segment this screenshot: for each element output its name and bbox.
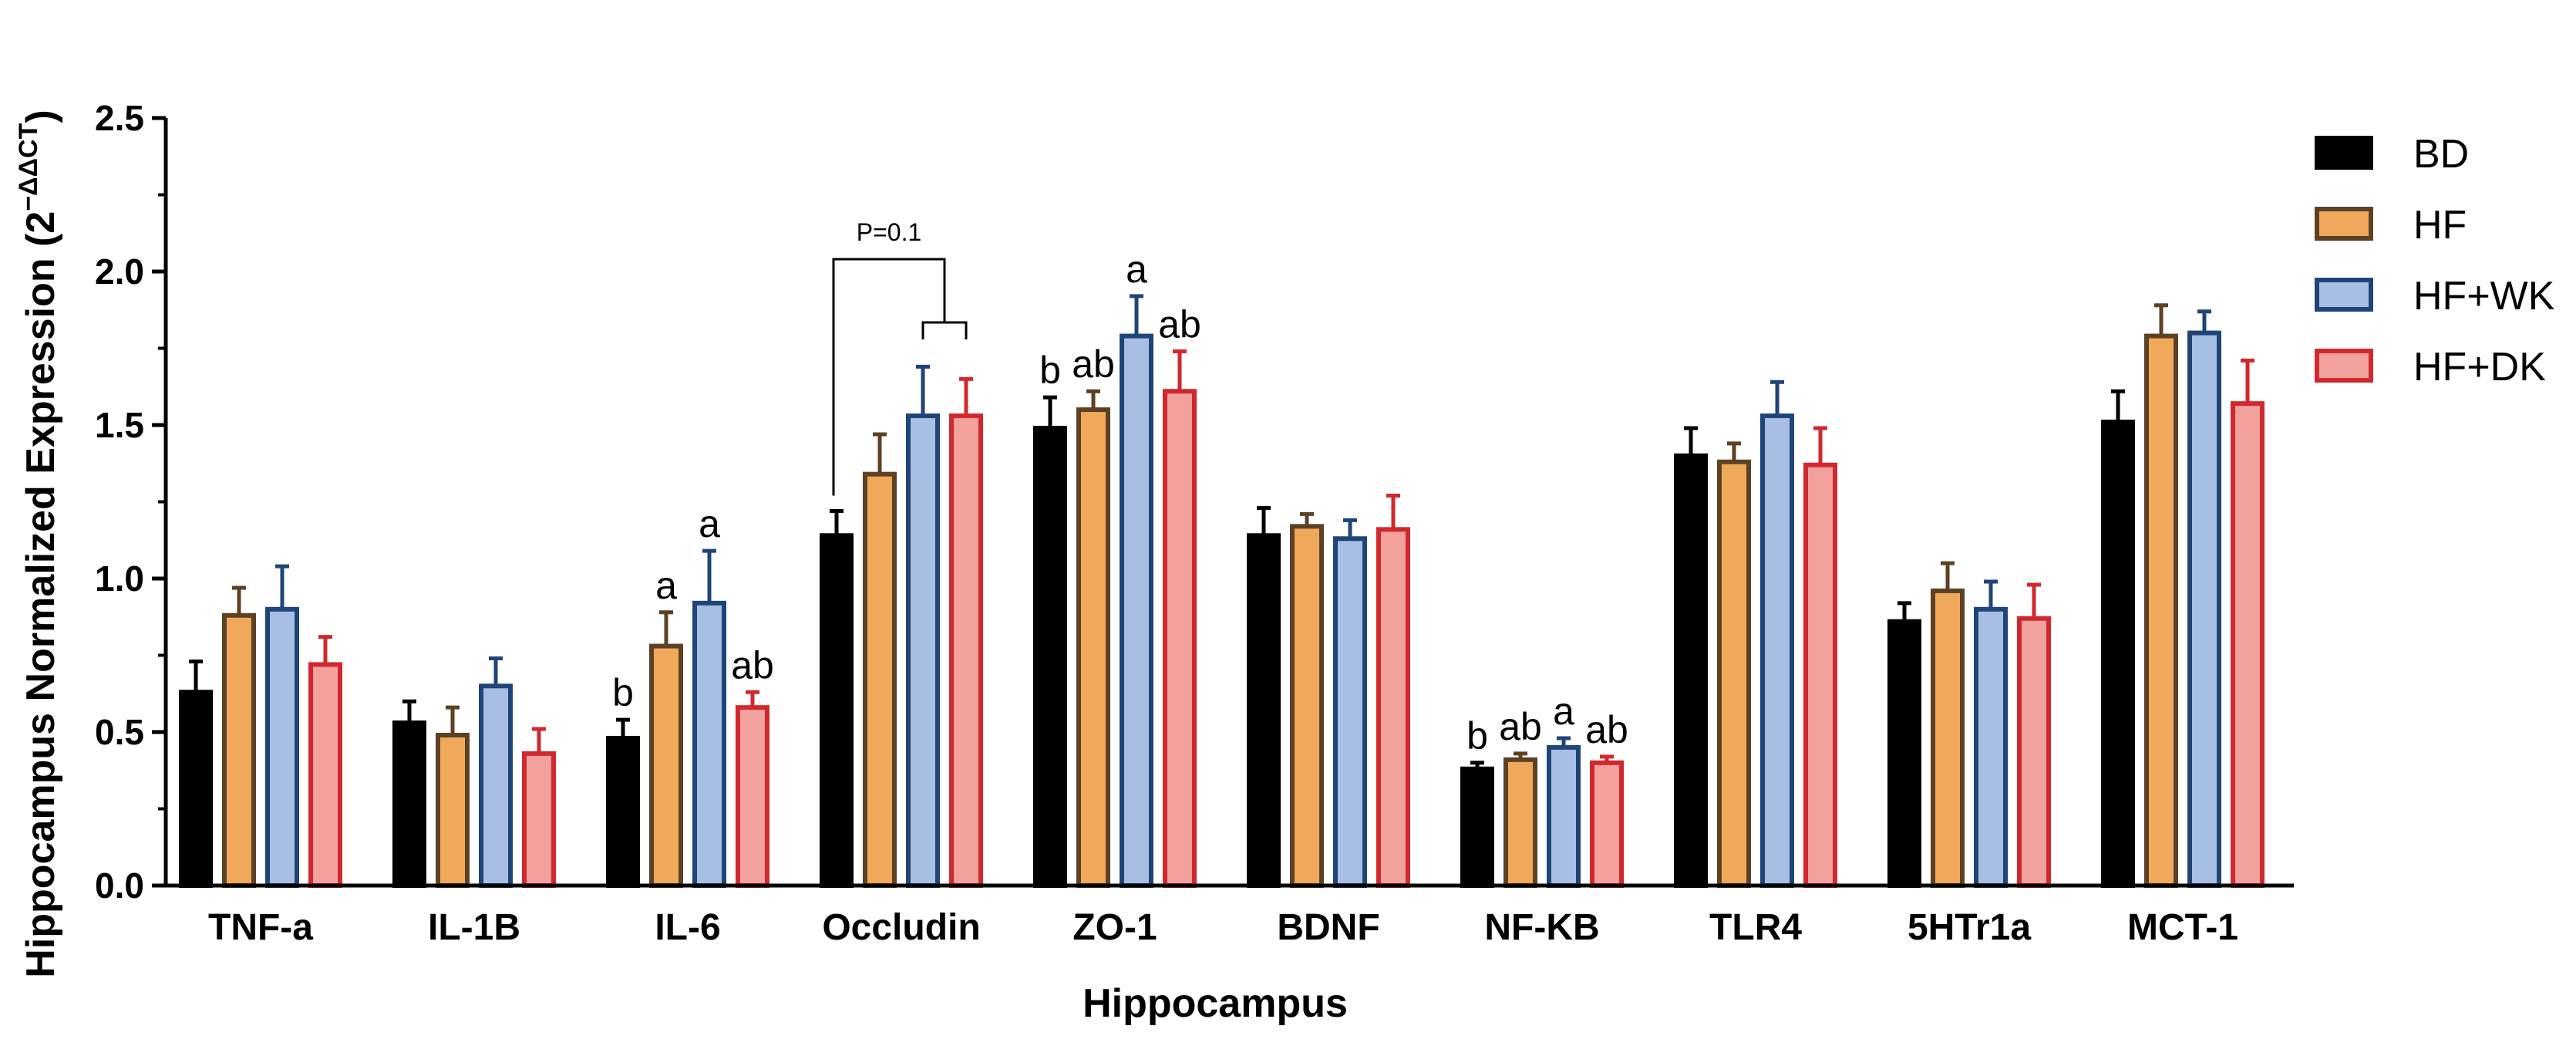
significance-label: a — [655, 564, 677, 607]
bar-hf-wk-5htr1a — [1974, 606, 2008, 888]
bar-hf-dk-nf-kb — [1590, 760, 1624, 888]
significance-label: b — [1466, 714, 1488, 758]
x-category-label: TNF-a — [208, 907, 313, 948]
significance-label: ab — [731, 643, 774, 687]
bar-hf-dk-il-6 — [736, 705, 769, 888]
x-category-label: TLR4 — [1709, 907, 1802, 948]
significance-label: a — [1126, 248, 1147, 291]
legend-swatch — [2315, 349, 2373, 383]
y-tick-label: 2.5 — [95, 98, 144, 138]
bar-hf-wk-tnf-a — [265, 606, 299, 888]
bar-bd-5htr1a — [1887, 619, 1921, 888]
significance-label: ab — [1072, 342, 1115, 386]
legend-item: BD — [2315, 132, 2469, 177]
significance-label: ab — [1158, 302, 1201, 346]
bar-hf-tnf-a — [222, 612, 256, 888]
bar-hf-wk-tlr4 — [1760, 413, 1794, 888]
bar-hf-nf-kb — [1504, 757, 1537, 888]
y-axis-unit: (2 — [19, 211, 63, 247]
bar-bd-nf-kb — [1460, 766, 1494, 889]
legend-item: HF+DK — [2315, 345, 2546, 390]
bar-hf-zo-1 — [1076, 407, 1110, 888]
bar-hf-wk-zo-1 — [1120, 333, 1153, 888]
bar-hf-dk-bdnf — [1376, 527, 1410, 888]
y-tick-label: 1.0 — [95, 558, 144, 599]
legend-label: HF+DK — [2413, 345, 2546, 390]
bar-hf-wk-nf-kb — [1547, 744, 1581, 889]
bar-hf-dk-tnf-a — [308, 662, 342, 888]
bar-hf-dk-occludin — [949, 413, 983, 888]
bar-hf-il-1b — [436, 732, 470, 888]
bar-hf-wk-occludin — [906, 413, 940, 888]
y-axis-title: Hippocampus Normalized Expression (2−ΔΔC… — [14, 110, 63, 977]
legend-swatch — [2315, 207, 2373, 241]
x-category-label: BDNF — [1277, 907, 1379, 948]
x-category-label: NF-KB — [1484, 907, 1599, 948]
bar-bd-il-1b — [392, 720, 426, 888]
bar-bd-zo-1 — [1033, 425, 1067, 888]
bar-hf-dk-il-1b — [522, 751, 556, 888]
svg-text:Hippocampus Normalized Express: Hippocampus Normalized Expression (2−ΔΔC… — [14, 110, 63, 977]
bar-hf-wk-mct-1 — [2187, 330, 2221, 889]
bar-hf-il-6 — [649, 643, 683, 888]
x-category-label: IL-1B — [428, 907, 520, 948]
y-axis-unit-close: ) — [19, 110, 63, 123]
bar-bd-occludin — [820, 533, 854, 889]
legend-label: HF+WK — [2413, 274, 2555, 319]
y-tick-label: 0.5 — [95, 712, 144, 752]
bar-hf-dk-5htr1a — [2017, 616, 2051, 888]
bar-bd-il-6 — [606, 735, 640, 889]
bar-hf-occludin — [863, 471, 897, 888]
x-category-label: MCT-1 — [2127, 907, 2238, 948]
y-axis-title-text: Hippocampus Normalized Expression — [19, 258, 63, 977]
significance-label: a — [1553, 690, 1574, 733]
bar-hf-dk-zo-1 — [1163, 389, 1197, 889]
bar-hf-mct-1 — [2144, 333, 2178, 888]
significance-label: b — [612, 671, 634, 714]
x-axis-title: Hippocampus — [1083, 981, 1348, 1026]
bar-hf-wk-il-1b — [479, 683, 513, 888]
y-tick-label: 1.5 — [95, 405, 144, 445]
bar-hf-wk-il-6 — [692, 600, 726, 889]
x-category-label: IL-6 — [655, 907, 720, 948]
bracket-line — [832, 258, 946, 496]
bar-hf-dk-tlr4 — [1803, 462, 1837, 888]
bracket-p-value: P=0.1 — [857, 218, 922, 246]
y-tick-label: 2.0 — [95, 251, 144, 292]
bracket-subgroup-line — [921, 321, 968, 339]
y-axis-unit-superscript: −ΔΔCT — [14, 123, 43, 211]
bar-hf-tlr4 — [1717, 459, 1751, 888]
bar-bd-tnf-a — [179, 690, 213, 889]
bar-hf-5htr1a — [1931, 588, 1965, 888]
significance-label: b — [1039, 349, 1061, 392]
legend-item: HF — [2315, 203, 2467, 248]
legend-label: HF — [2413, 203, 2467, 248]
y-tick-label: 0.0 — [95, 865, 144, 906]
legend-swatch — [2315, 278, 2373, 312]
legend-item: HF+WK — [2315, 274, 2555, 319]
x-category-label: Occludin — [822, 907, 980, 948]
bar-bd-bdnf — [1247, 533, 1281, 889]
bar-bd-tlr4 — [1674, 453, 1708, 888]
bar-hf-wk-bdnf — [1333, 536, 1367, 888]
significance-label: ab — [1585, 708, 1628, 751]
significance-label: a — [699, 502, 720, 545]
bar-bd-mct-1 — [2101, 420, 2135, 888]
legend-label: BD — [2413, 132, 2469, 177]
legend-swatch — [2315, 136, 2373, 170]
bar-hf-dk-mct-1 — [2231, 401, 2265, 888]
significance-label: ab — [1499, 705, 1542, 748]
significance-bracket: P=0.1 — [832, 218, 968, 496]
x-category-label: ZO-1 — [1072, 907, 1157, 948]
bar-hf-bdnf — [1290, 524, 1324, 889]
x-category-label: 5HTr1a — [1908, 907, 2031, 948]
